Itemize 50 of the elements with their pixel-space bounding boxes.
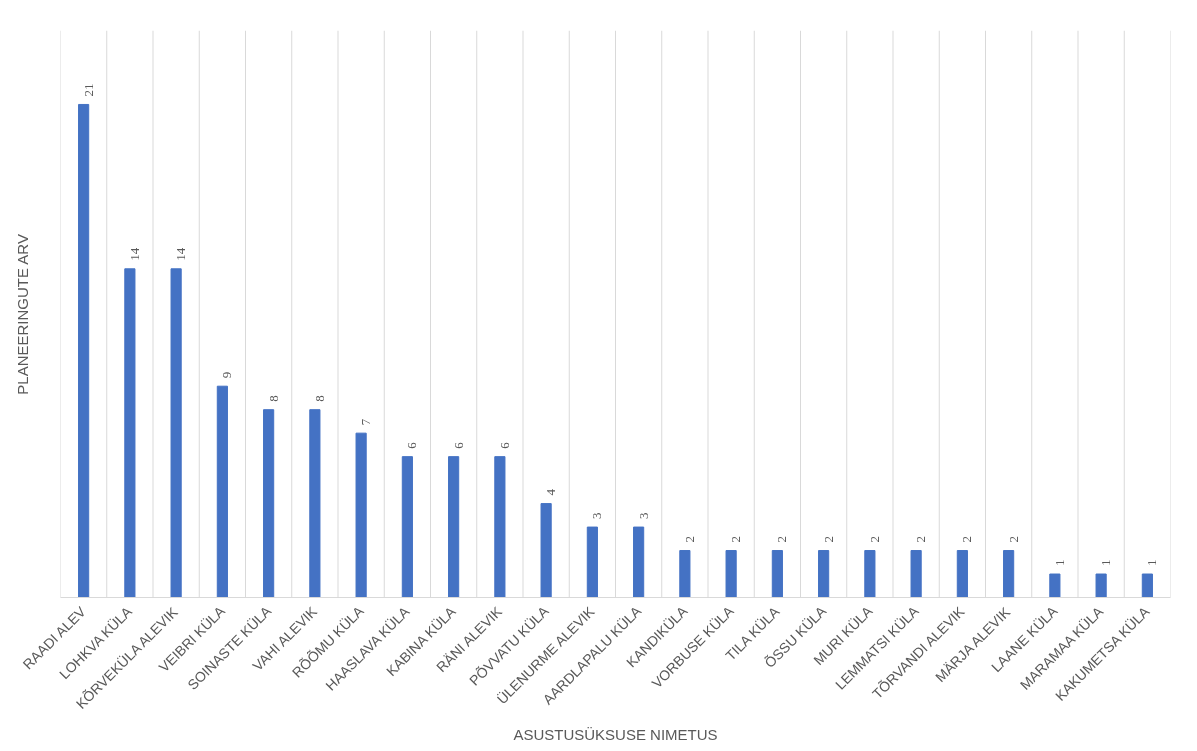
- bar: [78, 103, 90, 598]
- data-label: 3: [635, 512, 651, 520]
- data-label: 6: [450, 441, 466, 449]
- bar: [1049, 573, 1061, 598]
- bar: [586, 526, 598, 598]
- data-label: 1: [1144, 559, 1160, 567]
- data-label: 2: [774, 536, 790, 543]
- data-label: 8: [311, 395, 327, 402]
- bar: [170, 268, 182, 598]
- data-label: 1: [1051, 559, 1067, 567]
- bar: [633, 526, 645, 598]
- bar: [864, 550, 876, 598]
- data-label: 2: [913, 536, 929, 543]
- data-label: 6: [496, 441, 512, 449]
- data-label: 21: [80, 83, 96, 97]
- y-axis-title: PLANEERINGUTE ARV: [13, 234, 31, 395]
- bar: [910, 550, 922, 598]
- bar: [725, 550, 737, 598]
- bar: [540, 503, 552, 598]
- bar: [679, 550, 691, 598]
- bar: [263, 409, 275, 598]
- data-label: 7: [358, 418, 374, 426]
- data-label: 14: [173, 247, 189, 261]
- bar: [448, 456, 460, 598]
- data-label: 4: [543, 488, 559, 496]
- data-label: 2: [866, 536, 882, 543]
- bar: [771, 550, 783, 598]
- bar: [494, 456, 506, 598]
- bar: [309, 409, 321, 598]
- data-label: 2: [820, 536, 836, 543]
- data-label: 2: [959, 536, 975, 543]
- data-label: 2: [1005, 536, 1021, 543]
- data-label: 1: [1098, 559, 1114, 567]
- data-label: 9: [219, 371, 235, 379]
- bar: [355, 432, 367, 598]
- bar: [1095, 573, 1107, 598]
- bar: [1141, 573, 1153, 598]
- data-label: 6: [404, 441, 420, 449]
- bar: [216, 385, 228, 598]
- x-axis-title: ASUSTUSÜKSUSE NIMETUS: [513, 725, 718, 743]
- data-label: 2: [681, 536, 697, 543]
- data-label: 3: [589, 512, 605, 520]
- data-label: 8: [265, 395, 281, 402]
- data-label: 14: [126, 247, 142, 261]
- bar: [401, 456, 413, 598]
- bar: [956, 550, 968, 598]
- bar: [818, 550, 830, 598]
- bar: [124, 268, 136, 598]
- bar: [1003, 550, 1015, 598]
- data-label: 2: [728, 536, 744, 543]
